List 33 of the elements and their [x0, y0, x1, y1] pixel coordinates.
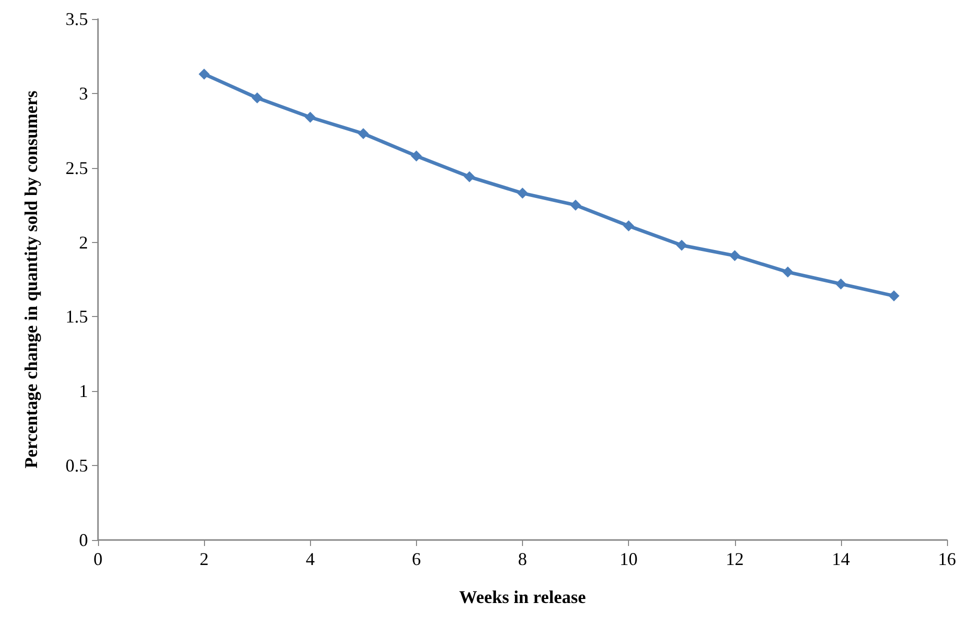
point	[410, 150, 422, 162]
x-axis-title: Weeks in release	[459, 587, 586, 607]
x-tick-label: 4	[306, 549, 315, 569]
y-tick-label: 2.5	[66, 158, 88, 178]
x-tick-label: 2	[200, 549, 209, 569]
point	[835, 278, 846, 290]
point	[464, 171, 475, 182]
y-axis-title: Percentage change in quantity sold by consumers	[21, 90, 41, 468]
x-tick-label: 14	[832, 549, 850, 569]
point	[198, 68, 210, 80]
y-tick-label: 0	[79, 530, 88, 550]
point	[358, 128, 369, 140]
x-tick-label: 16	[938, 549, 956, 569]
y-tick-label: 3	[79, 83, 88, 104]
point	[729, 250, 740, 262]
y-tick-label: 3.5	[66, 9, 88, 29]
x-tick-label: 8	[518, 549, 527, 569]
x-tick-label: 0	[94, 549, 102, 569]
y-tick-label: 0.5	[66, 456, 88, 476]
y-tick-label: 1	[79, 381, 88, 402]
point	[623, 220, 634, 232]
y-tick-label: 1.5	[66, 306, 88, 327]
y-tick-label: 2	[79, 232, 88, 252]
x-tick-label: 12	[726, 549, 744, 569]
x-tick-label: 6	[412, 549, 421, 569]
point	[570, 200, 582, 211]
point	[782, 266, 794, 278]
point	[517, 188, 528, 199]
x-tick-label: 10	[620, 549, 638, 569]
point	[888, 290, 900, 302]
point	[676, 240, 688, 251]
point	[304, 112, 316, 123]
point	[252, 92, 263, 104]
